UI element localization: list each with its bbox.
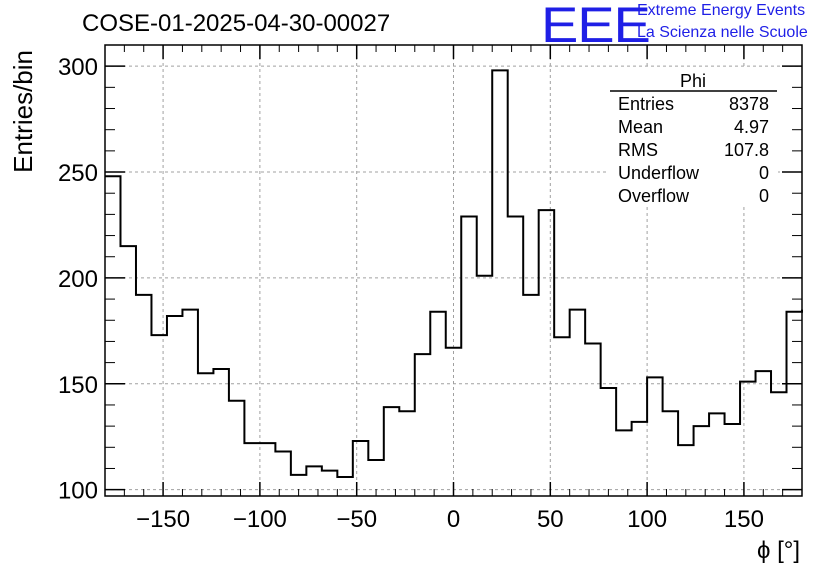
x-tick-label: −50 [336,506,377,533]
logo-subtitle-line2: La Scienza nelle Scuole [637,24,808,41]
y-tick-label: 100 [58,478,98,505]
stats-row-value: 0 [759,186,769,206]
run-title: COSE-01-2025-04-30-00027 [82,10,391,37]
y-tick-label: 200 [58,266,98,293]
x-axis-label: ϕ [°] [757,537,800,564]
histogram-outline [105,69,803,478]
y-tick-label: 300 [58,54,98,81]
axis-tick-labels: −150 −100 −50 0 50 100 150 100 150 200 250 300 [58,54,764,533]
axis-ticks [104,44,803,496]
stats-title: Phi [680,71,706,91]
stats-box: Phi Entries 8378 Mean 4.97 RMS 107.8 Underflow 0… [608,67,778,207]
stats-row-value: 107.8 [724,140,769,160]
stats-row-value: 8378 [729,94,769,114]
stats-row-label: RMS [618,140,658,160]
stats-row-label: Entries [618,94,674,114]
stats-row-label: Overflow [618,186,690,206]
y-axis-label: Entries/bin [8,50,38,173]
x-tick-label: 150 [724,506,764,533]
stats-row-label: Mean [618,117,663,137]
y-tick-label: 150 [58,372,98,399]
x-tick-label: 50 [537,506,564,533]
logo-subtitle-line1: Extreme Energy Events [637,2,806,19]
x-tick-label: 0 [447,506,460,533]
x-tick-label: −150 [136,506,190,533]
x-tick-label: −100 [233,506,287,533]
stats-row-value: 4.97 [734,117,769,137]
y-tick-label: 250 [58,160,98,187]
stats-row-label: Underflow [618,163,700,183]
stats-row-value: 0 [759,163,769,183]
eee-logo: EEE [541,0,651,53]
x-tick-label: 100 [627,506,667,533]
